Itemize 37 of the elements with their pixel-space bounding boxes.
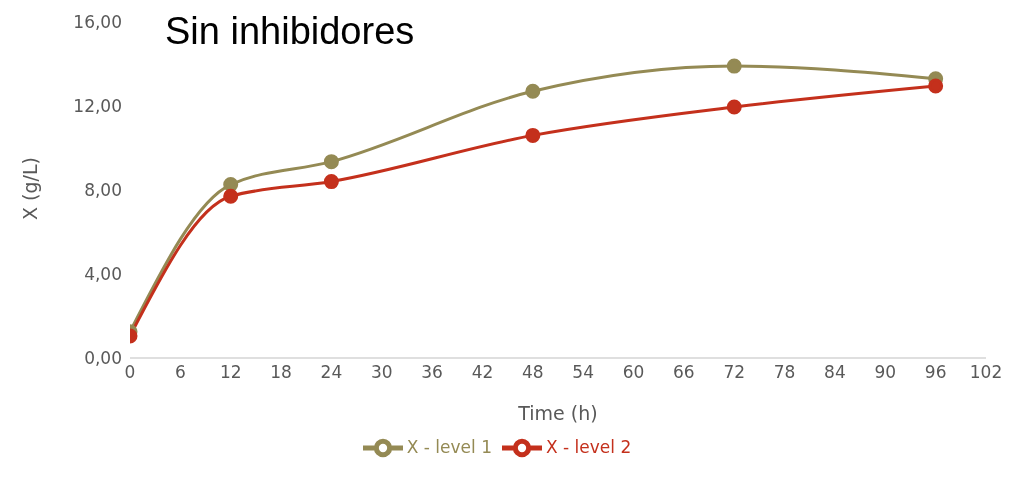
point: [726, 58, 742, 74]
x-axis-title: Time (h): [517, 402, 598, 424]
x-tick-label: 60: [622, 362, 645, 383]
x-tick-label: 54: [572, 362, 594, 383]
x-tick-label: 96: [924, 362, 947, 383]
point: [525, 83, 541, 99]
point: [223, 177, 239, 193]
x-tick-label: 90: [874, 362, 897, 383]
legend-label: X - level 1: [406, 437, 492, 457]
y-tick-label: 8,00: [84, 180, 122, 201]
legend-label: X - level 2: [546, 437, 632, 457]
x-tick-label: 36: [421, 362, 443, 383]
x-tick-label: 84: [824, 362, 846, 383]
x-tick-label: 30: [370, 362, 393, 383]
x-tick-label: 24: [320, 362, 343, 383]
x-tick-label: 72: [723, 362, 746, 383]
x-tick-label: 48: [522, 362, 544, 383]
point: [223, 188, 239, 204]
x-tick-label: 0: [124, 362, 136, 383]
y-tick-label: 16,00: [73, 12, 122, 33]
x-tick-label: 6: [174, 362, 186, 383]
point: [525, 127, 541, 143]
chart-title: Sin inhibidores: [165, 10, 415, 53]
point: [726, 99, 742, 115]
point: [323, 154, 339, 170]
x-tick-label: 66: [673, 362, 695, 383]
y-tick-label: 4,00: [84, 264, 122, 285]
point: [323, 174, 339, 190]
y-axis-title: X (g/L): [18, 157, 41, 220]
x-tick-label: 42: [471, 362, 494, 383]
y-tick-label: 0,00: [84, 348, 122, 369]
point: [928, 78, 944, 94]
x-tick-label: 102: [969, 362, 1003, 383]
x-tick-label: 78: [773, 362, 796, 383]
y-tick-label: 12,00: [73, 96, 122, 117]
x-tick-label: 18: [270, 362, 292, 383]
x-tick-label: 12: [219, 362, 242, 383]
